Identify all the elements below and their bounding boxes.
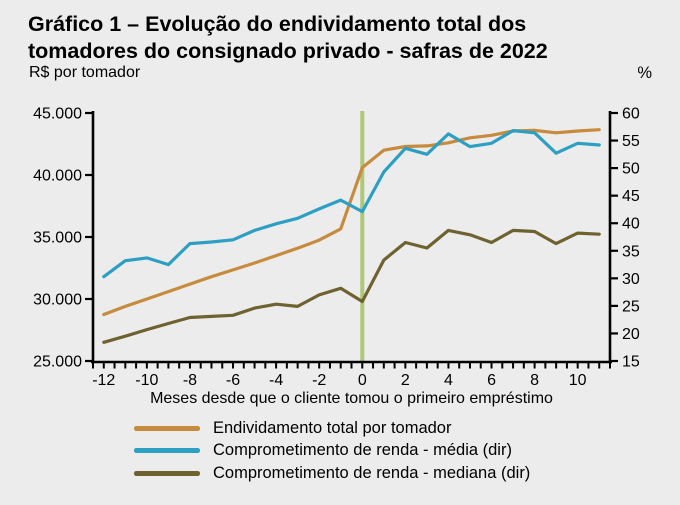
series-line-0	[102, 128, 601, 317]
legend-swatch-renda-media	[134, 448, 200, 454]
left-axis-unit-label: R$ por tomador	[29, 64, 141, 81]
right-tick-label: 25	[622, 298, 640, 315]
right-tick-label: 50	[622, 161, 640, 178]
x-tick-label: -4	[269, 372, 283, 389]
legend-label-renda-mediana: Comprometimento de renda - mediana (dir)	[213, 463, 531, 482]
x-tick-label: 8	[530, 372, 539, 389]
x-tick-label: 6	[487, 372, 496, 389]
left-tick-label: 40.000	[33, 168, 82, 185]
right-tick-label: 15	[622, 354, 640, 371]
legend-swatch-endividamento	[134, 425, 200, 431]
right-tick-label: 55	[622, 133, 640, 150]
legend-swatch-renda-mediana	[134, 470, 200, 476]
right-tick-label: 20	[622, 326, 640, 343]
right-tick-label: 30	[622, 271, 640, 288]
x-tick-label: -6	[226, 372, 240, 389]
legend: Endividamento total por tomador Comprome…	[134, 417, 530, 485]
right-tick-label: 60	[622, 106, 640, 123]
legend-label-renda-media: Comprometimento de renda - média (dir)	[213, 441, 512, 460]
legend-item-endividamento: Endividamento total por tomador	[134, 417, 530, 440]
x-axis-title: Meses desde que o cliente tomou o primei…	[150, 390, 553, 407]
series-line-2	[102, 228, 601, 344]
x-tick-label: 0	[358, 372, 367, 389]
right-axis-unit-label: %	[637, 64, 652, 82]
x-tick-label: 2	[401, 372, 410, 389]
chart-title-line1: Gráfico 1 – Evolução do endividamento to…	[28, 12, 527, 36]
legend-item-renda-media: Comprometimento de renda - média (dir)	[134, 440, 530, 463]
chart-title: Gráfico 1 – Evolução do endividamento to…	[28, 11, 648, 65]
right-tick-label: 35	[622, 243, 640, 260]
series-line-1	[102, 129, 601, 279]
left-tick-label: 35.000	[33, 230, 82, 247]
left-tick-label: 30.000	[33, 292, 82, 309]
x-tick-label: 4	[444, 372, 453, 389]
chart-title-line2: tomadores do consignado privado - safras…	[28, 39, 548, 63]
right-tick-label: 45	[622, 188, 640, 205]
right-tick-label: 40	[622, 216, 640, 233]
x-tick-label: -10	[135, 372, 158, 389]
left-tick-label: 25.000	[33, 354, 82, 371]
x-tick-label: -8	[183, 372, 197, 389]
legend-item-renda-mediana: Comprometimento de renda - mediana (dir)	[134, 462, 530, 485]
x-tick-label: -12	[92, 372, 115, 389]
legend-label-endividamento: Endividamento total por tomador	[213, 418, 452, 437]
left-tick-label: 45.000	[33, 106, 82, 123]
x-tick-label: 10	[569, 372, 587, 389]
x-tick-label: -2	[312, 372, 326, 389]
